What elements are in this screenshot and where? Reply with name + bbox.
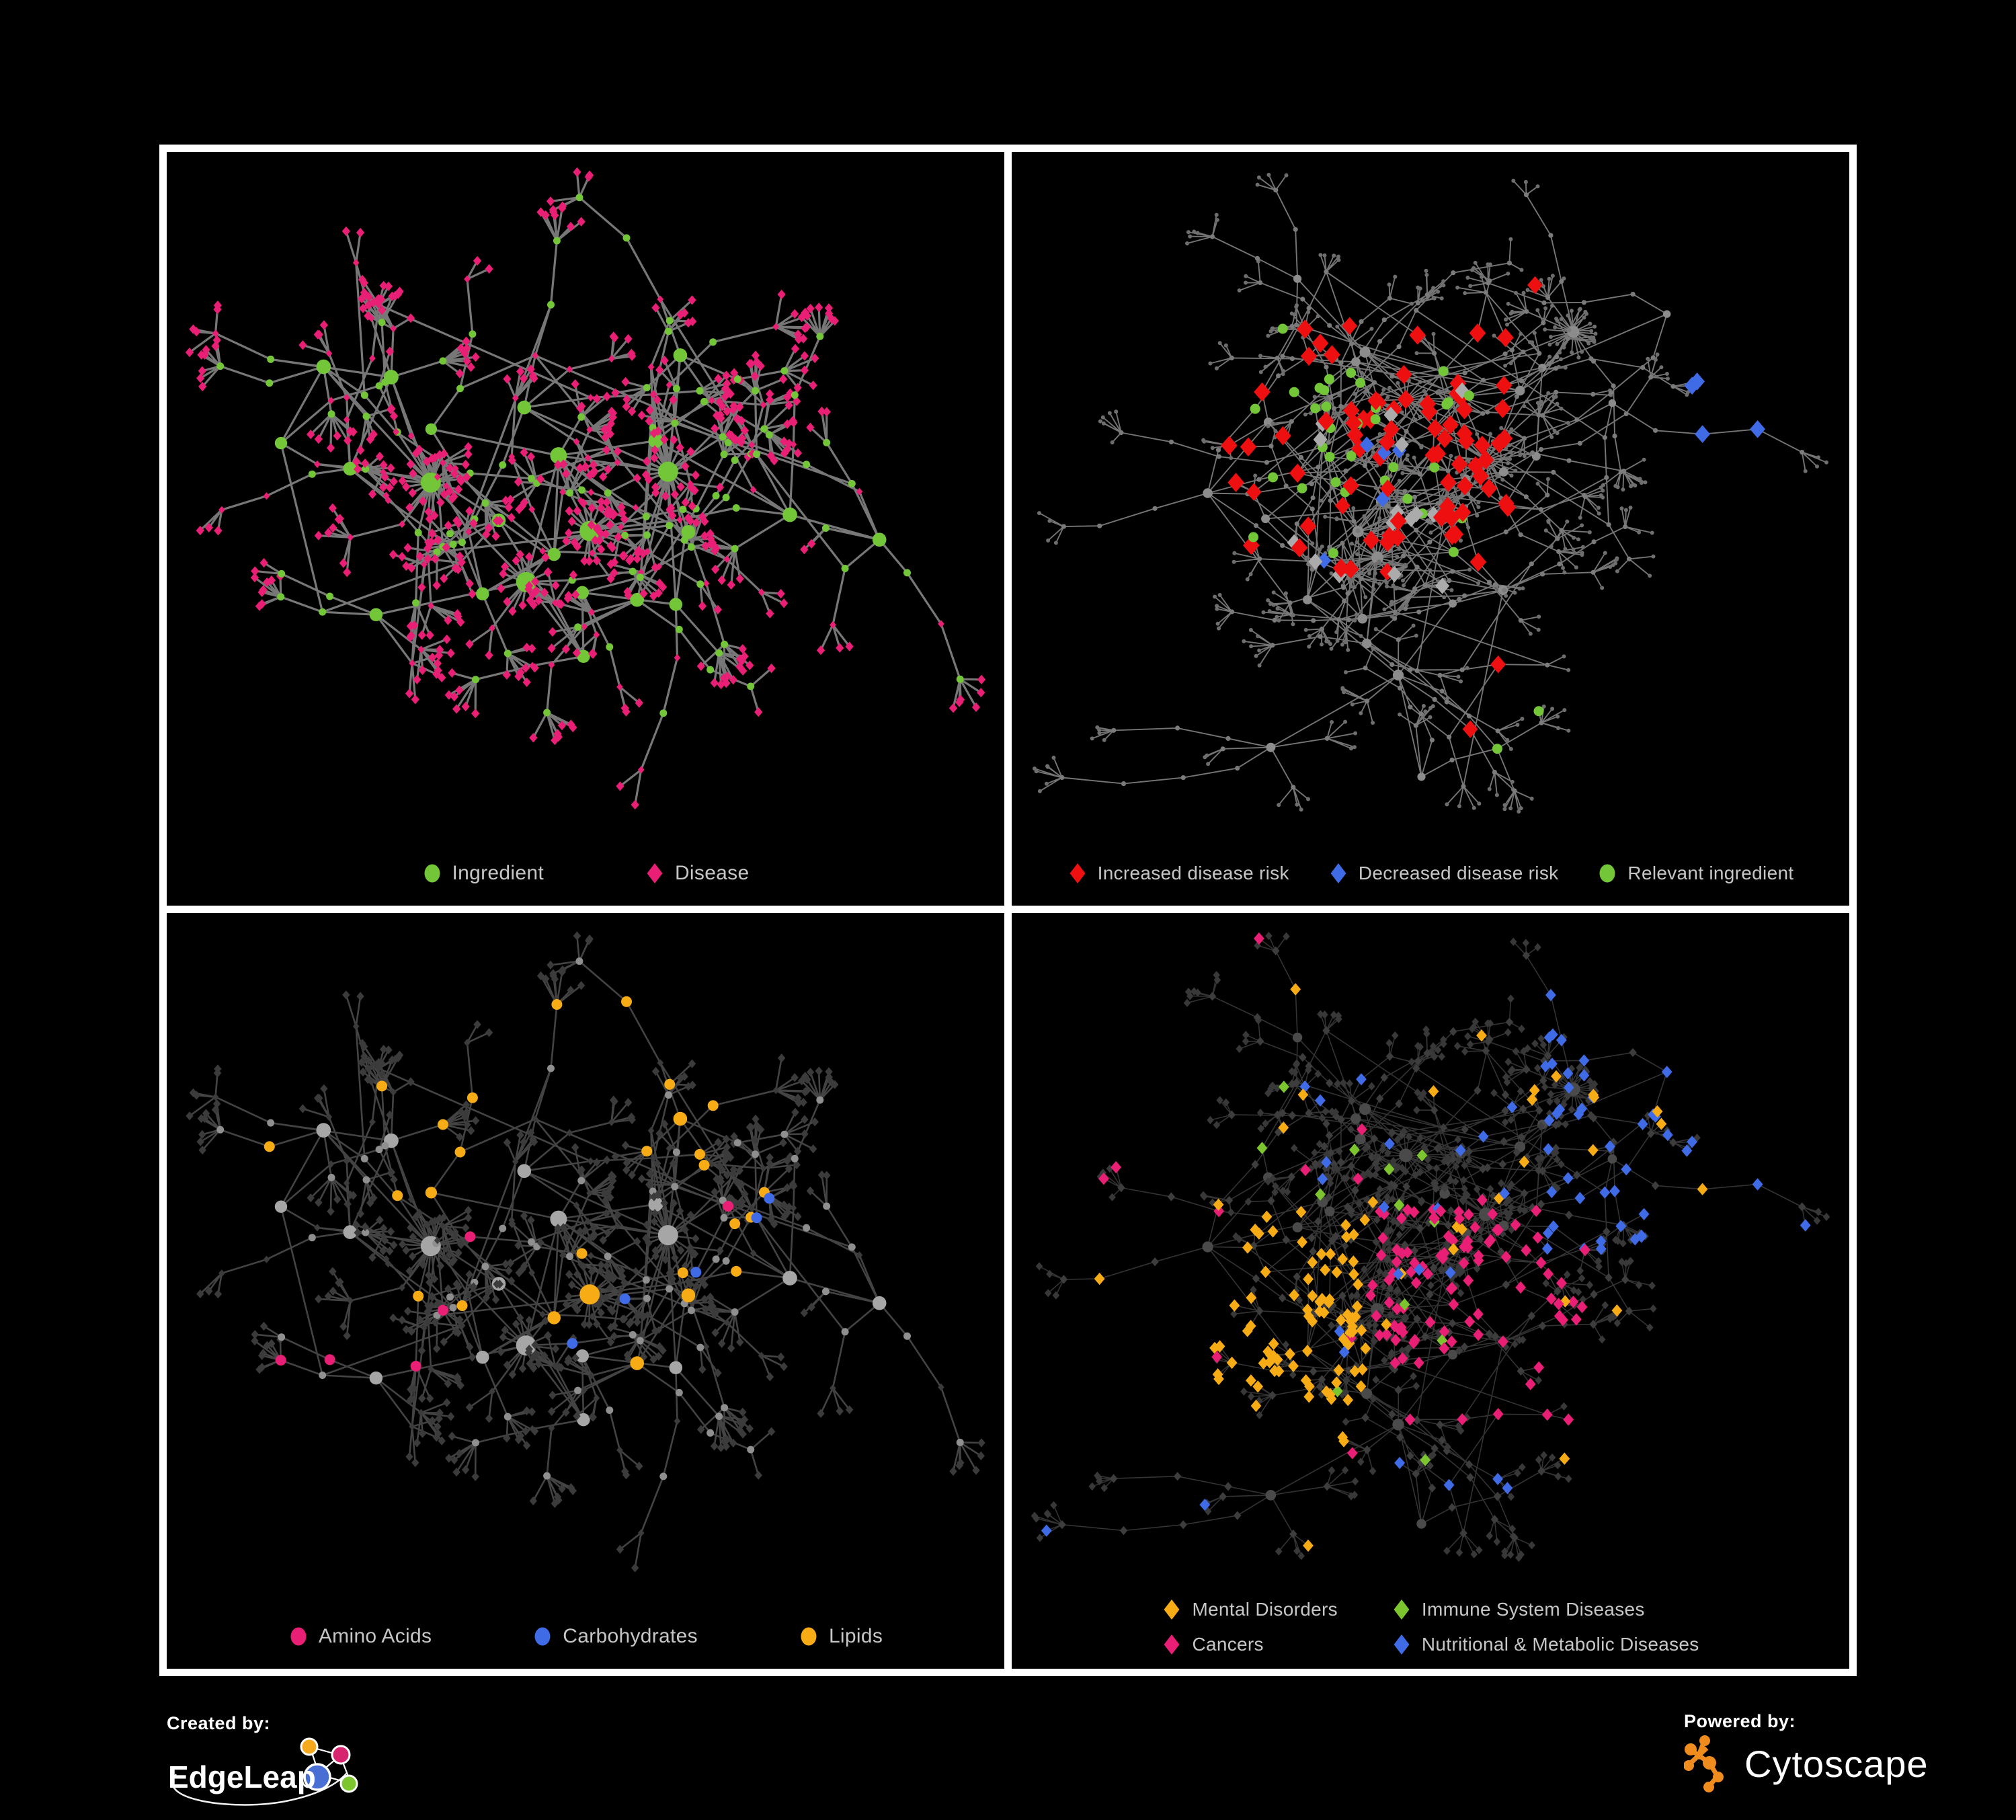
legend-item-immune-system-diseases: Immune System Diseases xyxy=(1392,1597,1699,1622)
panel-grid-frame: Ingredient Disease Increased disease risk… xyxy=(159,145,1857,1676)
edgeleap-credit: Created by: EdgeLeap xyxy=(167,1713,368,1813)
legend-diamond-marker xyxy=(1164,1599,1180,1620)
panel-disease-categories-network: Mental Disorders Immune System Diseases Ca… xyxy=(1012,913,1849,1669)
panel-disease-risk-network: Increased disease risk Decreased disease … xyxy=(1012,152,1849,906)
legend-item-mental-disorders: Mental Disorders xyxy=(1162,1597,1338,1622)
legend-disease-categories: Mental Disorders Immune System Diseases Ca… xyxy=(1012,1597,1849,1657)
legend-circle-marker xyxy=(534,1627,551,1646)
legend-label: Lipids xyxy=(828,1625,883,1647)
panel-nutrient-classes-network: Amino Acids Carbohydrates Lipids xyxy=(167,913,1004,1669)
panel-ingredient-disease-network: Ingredient Disease xyxy=(167,152,1004,906)
legend-label: Increased disease risk xyxy=(1097,863,1289,883)
legend-label: Immune System Diseases xyxy=(1421,1599,1645,1620)
legend-circle-marker xyxy=(801,1627,817,1646)
legend-diamond-marker xyxy=(1164,1634,1180,1655)
legend-label: Mental Disorders xyxy=(1192,1599,1338,1620)
legend-item-nutritional-metabolic-diseases: Nutritional & Metabolic Diseases xyxy=(1392,1632,1699,1657)
powered-by-label: Powered by: xyxy=(1684,1711,1796,1731)
edgeleap-wordmark: EdgeLeap xyxy=(168,1759,316,1794)
network-graph-disease-risk xyxy=(1033,173,1828,814)
cytoscape-logo-icon xyxy=(1684,1735,1724,1792)
legend-item-relevant-ingredient: Relevant ingredient xyxy=(1597,861,1793,885)
legend-diamond-marker xyxy=(1070,863,1086,883)
legend-ingredient-disease: Ingredient Disease xyxy=(167,861,1004,885)
legend-label: Carbohydrates xyxy=(563,1625,698,1647)
legend-diamond-marker xyxy=(1394,1599,1410,1620)
legend-label: Cancers xyxy=(1192,1634,1264,1655)
legend-disease-risk: Increased disease risk Decreased disease … xyxy=(1012,861,1849,885)
legend-nutrient-classes: Amino Acids Carbohydrates Lipids xyxy=(167,1624,1004,1649)
created-by-label: Created by: xyxy=(167,1713,271,1733)
legend-item-decreased-disease-risk: Decreased disease risk xyxy=(1328,861,1559,885)
network-graph-nutrient-classes xyxy=(186,931,985,1573)
cytoscape-wordmark: Cytoscape xyxy=(1744,1742,1929,1785)
edgeleap-node-blue xyxy=(303,1763,331,1791)
legend-label: Amino Acids xyxy=(318,1625,432,1647)
edgeleap-logo: EdgeLeap xyxy=(168,1737,358,1806)
legend-item-disease: Disease xyxy=(645,861,749,885)
legend-label: Nutritional & Metabolic Diseases xyxy=(1421,1634,1699,1655)
legend-diamond-marker xyxy=(647,863,663,883)
edgeleap-node-green xyxy=(339,1774,358,1793)
legend-item-cancers: Cancers xyxy=(1162,1632,1337,1657)
legend-item-increased-disease-risk: Increased disease risk xyxy=(1067,861,1289,885)
cytoscape-credit: Powered by: Cytosc xyxy=(1684,1711,1929,1792)
legend-label: Decreased disease risk xyxy=(1358,863,1559,883)
edgeleap-node-orange xyxy=(300,1737,319,1756)
horizontal-divider xyxy=(167,906,1849,913)
network-graph-ingredient-disease xyxy=(185,167,986,810)
legend-item-carbohydrates: Carbohydrates xyxy=(532,1624,698,1649)
legend-label: Relevant ingredient xyxy=(1627,863,1794,883)
legend-item-ingredient: Ingredient xyxy=(422,861,544,885)
legend-label: Ingredient xyxy=(452,862,544,884)
legend-item-amino-acids: Amino Acids xyxy=(288,1624,432,1649)
legend-diamond-marker xyxy=(1330,863,1346,883)
legend-diamond-marker xyxy=(1394,1634,1410,1655)
edgeleap-node-magenta xyxy=(331,1745,351,1765)
legend-label: Disease xyxy=(674,862,750,884)
legend-item-lipids: Lipids xyxy=(799,1624,883,1649)
network-graph-disease-categories xyxy=(1031,931,1830,1562)
legend-circle-marker xyxy=(290,1627,307,1646)
legend-circle-marker xyxy=(1599,864,1615,883)
legend-circle-marker xyxy=(424,864,440,883)
